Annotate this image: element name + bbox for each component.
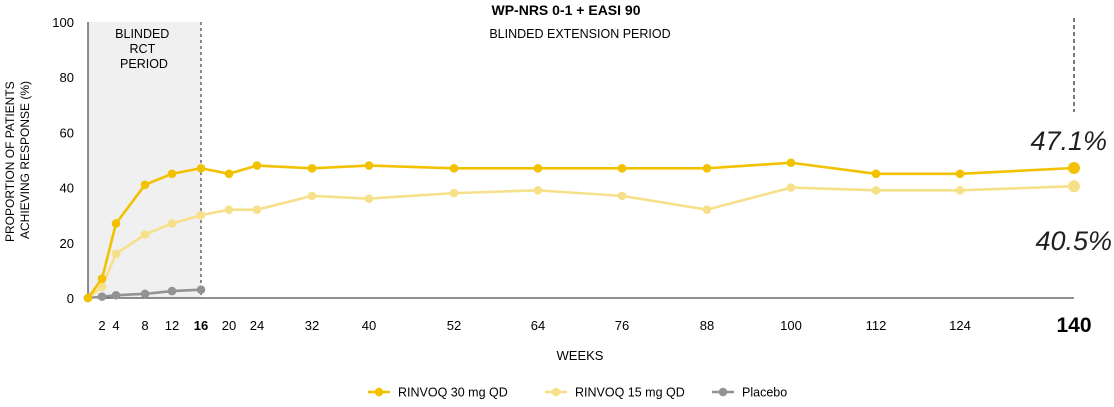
data-point	[196, 285, 206, 295]
x-tick-label: 112	[866, 318, 887, 333]
data-point	[97, 274, 107, 283]
y-tick-label: 80	[60, 70, 74, 85]
y-axis-title-line-1: PROPORTION OF PATIENTS	[3, 81, 17, 242]
x-tick-label: 88	[700, 318, 714, 333]
extension-period-label: BLINDED EXTENSION PERIOD	[489, 27, 670, 41]
x-tick-label: 140	[1056, 314, 1091, 337]
x-tick-label: 16	[194, 318, 208, 333]
y-tick-label: 40	[60, 181, 74, 196]
series-line	[87, 184, 1075, 300]
data-point	[196, 210, 206, 220]
data-point	[307, 191, 317, 201]
data-point	[533, 186, 543, 195]
x-tick-label: 124	[949, 318, 971, 333]
end-label-30mg: 47.1%	[1030, 126, 1107, 156]
y-tick-label: 0	[67, 291, 74, 306]
data-point	[140, 180, 150, 190]
y-tick-label: 100	[52, 15, 74, 30]
data-point	[224, 169, 234, 179]
data-point	[702, 163, 712, 173]
legend-swatch-marker	[374, 387, 384, 397]
data-point	[1068, 180, 1080, 193]
data-point	[617, 163, 627, 173]
data-point	[871, 186, 881, 195]
legend-swatch-marker	[551, 387, 561, 397]
legend-swatch-marker	[718, 387, 728, 397]
x-tick-label: 24	[250, 318, 264, 333]
chart-title: WP-NRS 0-1 + EASI 90	[492, 2, 641, 18]
rct-period-label-line-2: RCT	[130, 42, 156, 56]
series-points	[83, 158, 1080, 303]
data-point	[955, 186, 965, 195]
data-point	[955, 169, 965, 179]
x-tick-label: 20	[222, 318, 236, 333]
data-point	[449, 163, 459, 173]
x-tick-label: 12	[165, 318, 179, 333]
data-point	[364, 194, 374, 203]
legend: RINVOQ 30 mg QD RINVOQ 15 mg QD Placebo	[368, 386, 787, 400]
x-tick-label: 100	[780, 318, 802, 333]
data-point	[224, 205, 234, 214]
data-point	[871, 169, 881, 179]
data-point	[111, 249, 121, 259]
y-tick-label: 20	[60, 236, 74, 251]
data-point	[83, 293, 93, 303]
legend-label: Placebo	[742, 386, 787, 400]
x-tick-label: 52	[447, 318, 461, 333]
data-point	[702, 205, 712, 214]
blinded-rct-shading	[88, 22, 201, 298]
data-point	[1068, 162, 1080, 175]
x-tick-label: 40	[362, 318, 376, 333]
data-point	[533, 163, 543, 173]
end-label-15mg: 40.5%	[1035, 226, 1112, 256]
data-point	[252, 205, 262, 214]
y-tick-labels: 0 20 40 60 80 100	[52, 15, 74, 306]
data-point	[449, 188, 459, 198]
rct-period-label-line-1: BLINDED	[115, 27, 169, 41]
rct-period-label: BLINDED RCT PERIOD	[115, 27, 173, 71]
x-tick-label: 32	[305, 318, 319, 333]
data-point	[786, 158, 796, 168]
data-point	[97, 282, 107, 292]
y-tick-label: 60	[60, 125, 74, 140]
data-point	[111, 290, 121, 300]
data-point	[167, 219, 177, 228]
data-point	[140, 230, 150, 239]
x-tick-label: 4	[112, 318, 119, 333]
x-tick-label: 8	[141, 318, 148, 333]
data-point	[617, 191, 627, 201]
data-point	[97, 292, 107, 301]
data-point	[196, 163, 206, 173]
series-lines	[86, 161, 1075, 300]
x-tick-labels: 2 4 8 12 16 20 24 32 40 52 64 76 88 100 112 124 140	[98, 314, 1091, 337]
x-tick-label: 64	[531, 318, 545, 333]
data-point	[364, 161, 374, 170]
data-point	[307, 163, 317, 173]
legend-label: RINVOQ 30 mg QD	[398, 386, 508, 400]
series-line	[86, 161, 1075, 299]
rct-period-label-line-3: PERIOD	[120, 57, 168, 71]
y-axis-title-line-2: ACHIEVING RESPONSE (%)	[18, 81, 32, 239]
x-axis-title: WEEKS	[557, 348, 604, 363]
x-tick-label: 76	[615, 318, 629, 333]
legend-label: RINVOQ 15 mg QD	[575, 386, 685, 400]
data-point	[111, 219, 121, 228]
data-point	[167, 286, 177, 296]
x-tick-label: 2	[98, 318, 105, 333]
y-axis-title: PROPORTION OF PATIENTS ACHIEVING RESPONS…	[3, 78, 32, 242]
data-point	[140, 289, 150, 299]
data-point	[167, 169, 177, 179]
data-point	[252, 161, 262, 170]
data-point	[786, 183, 796, 192]
